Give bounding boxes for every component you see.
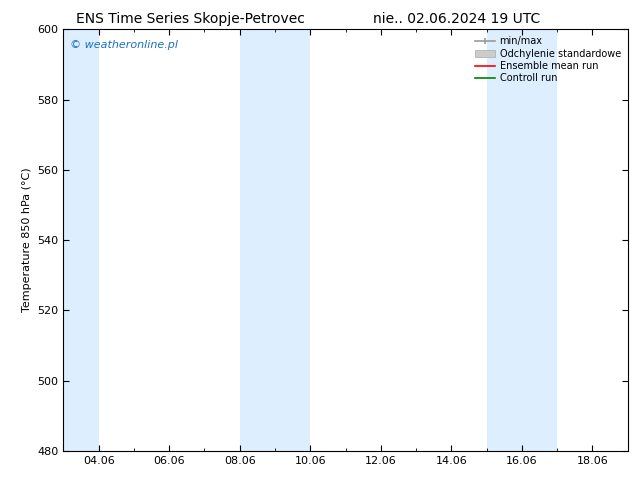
Legend: min/max, Odchylenie standardowe, Ensemble mean run, Controll run: min/max, Odchylenie standardowe, Ensembl… xyxy=(474,34,623,85)
Text: nie.. 02.06.2024 19 UTC: nie.. 02.06.2024 19 UTC xyxy=(373,12,540,26)
Bar xyxy=(487,29,557,451)
Bar xyxy=(240,29,310,451)
Bar xyxy=(63,29,99,451)
Text: © weatheronline.pl: © weatheronline.pl xyxy=(70,40,178,50)
Text: ENS Time Series Skopje-Petrovec: ENS Time Series Skopje-Petrovec xyxy=(75,12,305,26)
Y-axis label: Temperature 850 hPa (°C): Temperature 850 hPa (°C) xyxy=(22,168,32,313)
